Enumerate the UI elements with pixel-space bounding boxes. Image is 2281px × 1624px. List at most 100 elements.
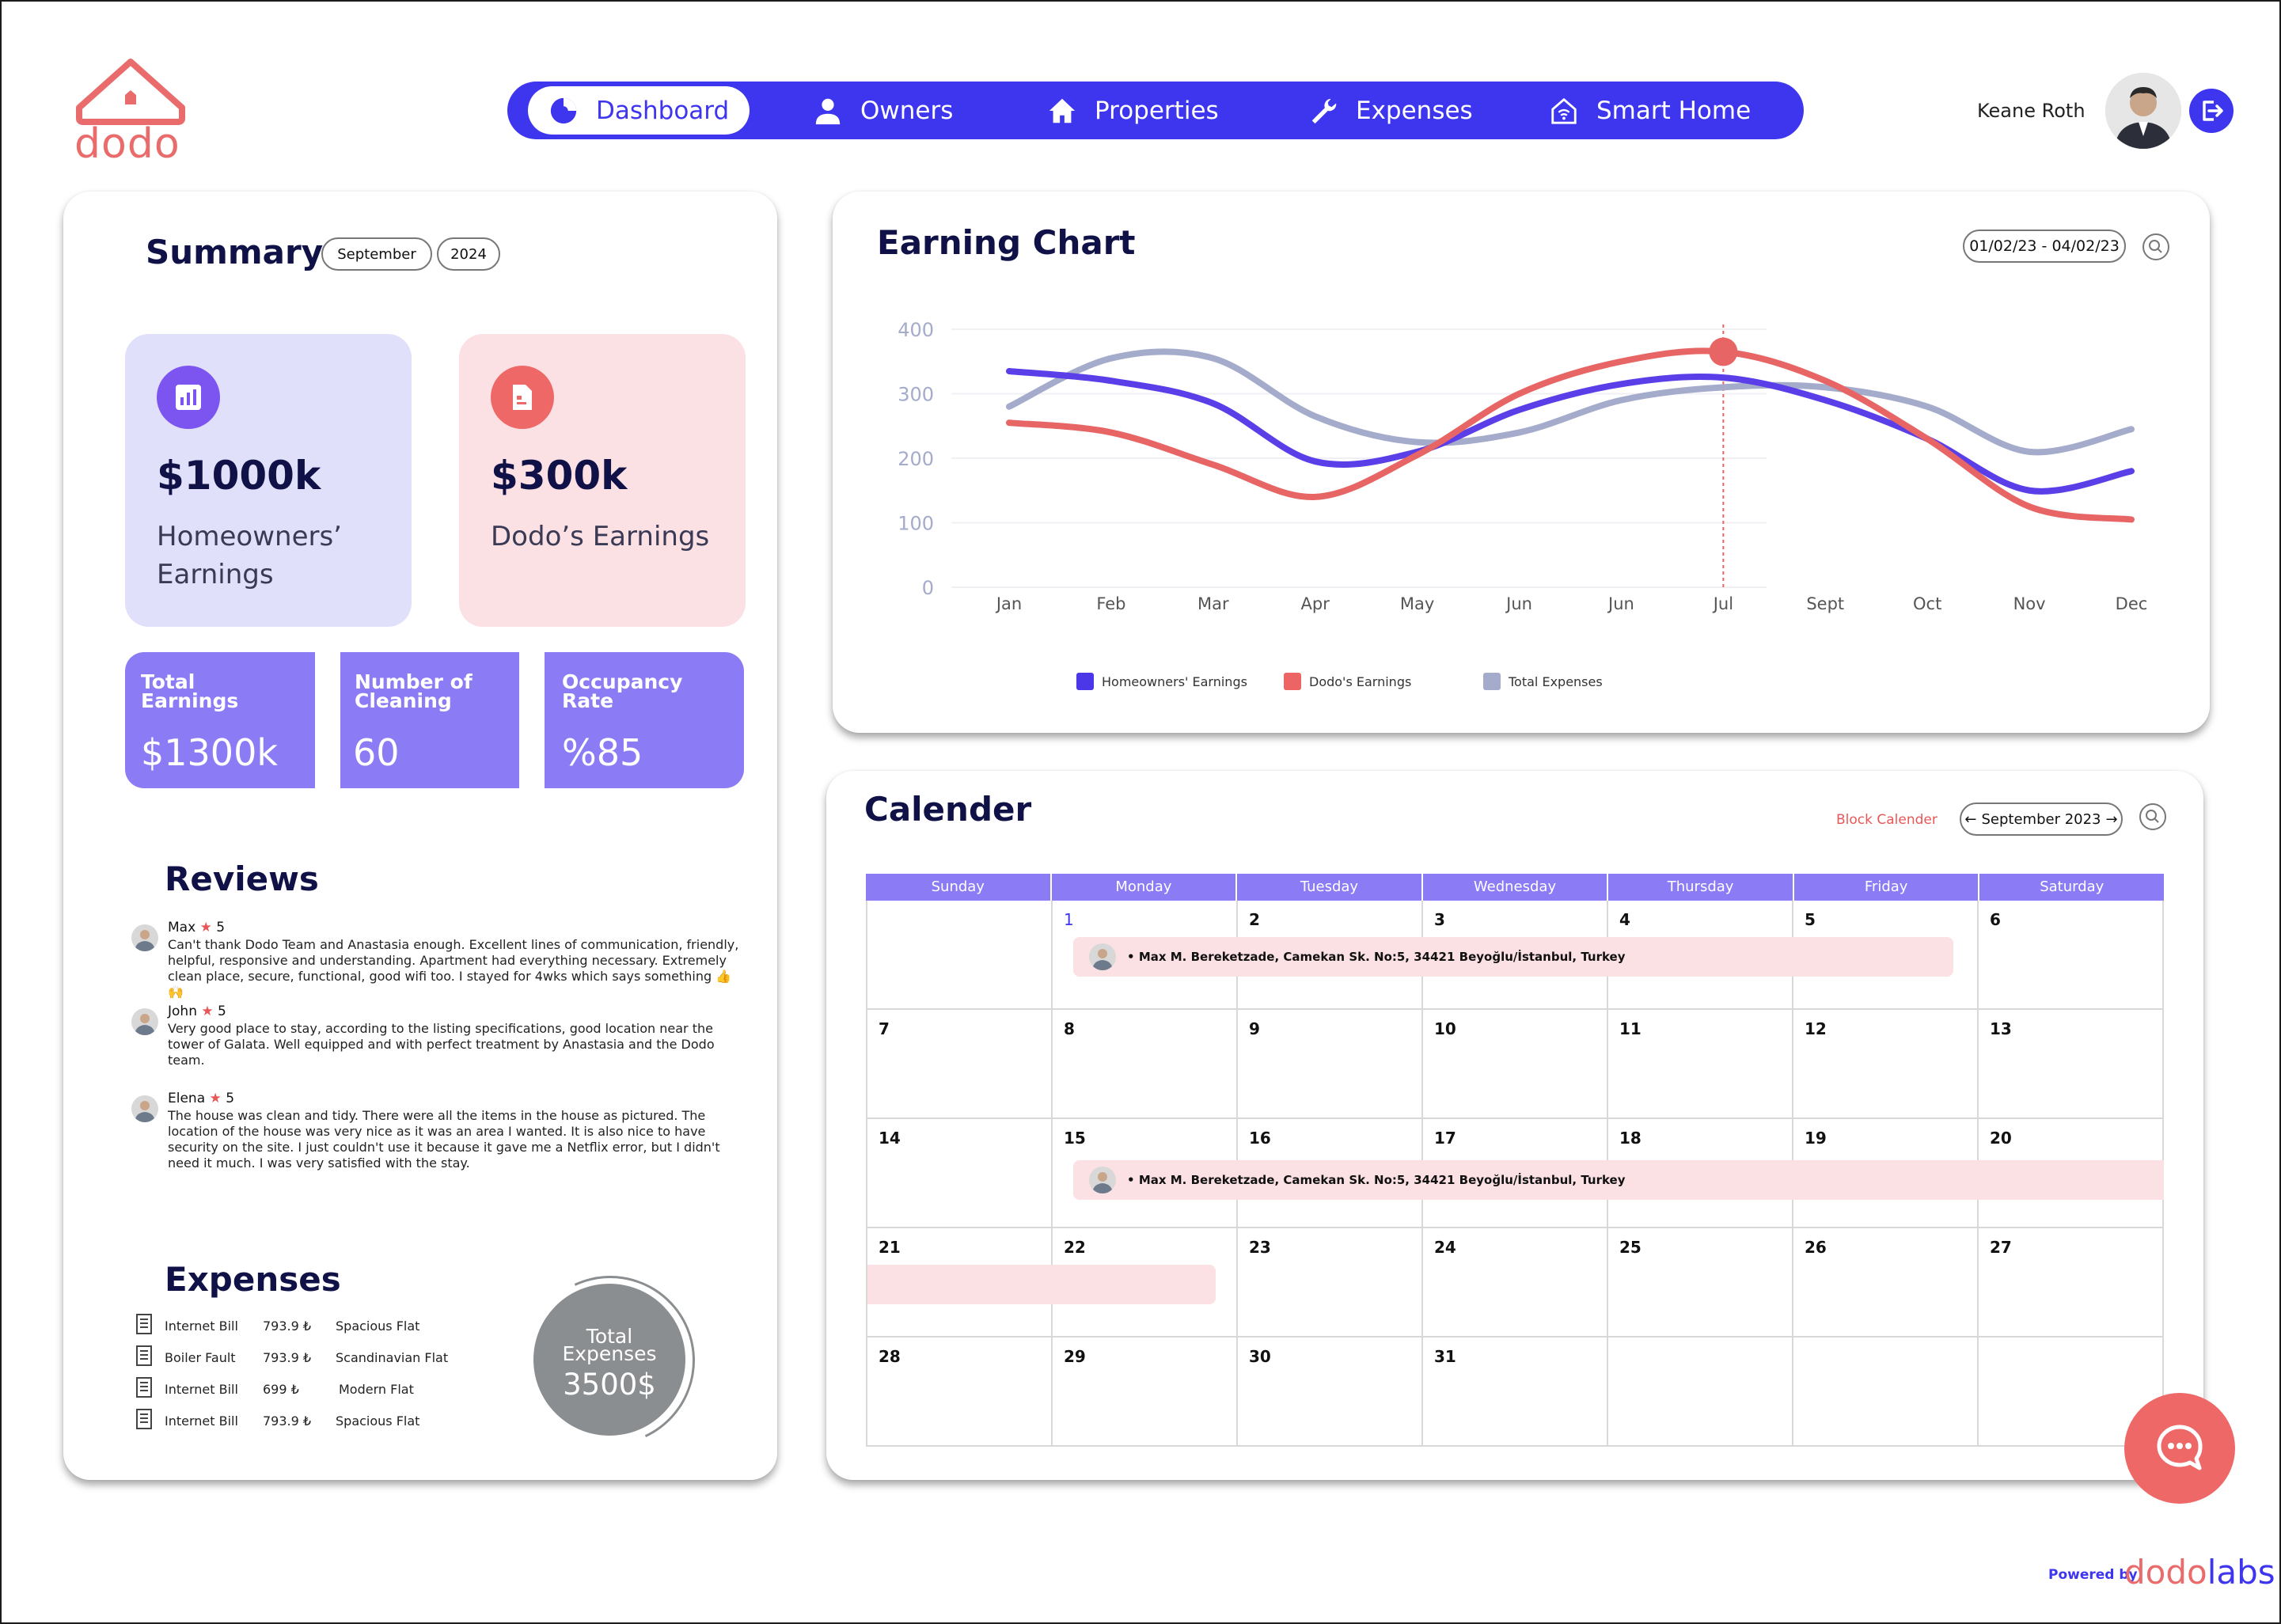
expense-amount: 699 ₺: [263, 1382, 299, 1397]
day-number: 15: [1064, 1129, 1086, 1148]
x-tick-label: Dec: [2116, 594, 2148, 613]
x-tick-label: Jun: [1607, 594, 1634, 613]
calendar-search-icon[interactable]: [2139, 803, 2167, 831]
day-number: 29: [1064, 1347, 1086, 1366]
reviewer-avatar-icon: [131, 1095, 158, 1122]
user-avatar[interactable]: [2105, 73, 2181, 149]
calendar-day[interactable]: 27: [1979, 1228, 2164, 1338]
review-rating: 5: [218, 1004, 226, 1019]
x-tick-label: Nov: [2013, 594, 2046, 613]
total-earnings-tile: Total Earnings $1300k: [125, 652, 315, 788]
calendar-day[interactable]: 24: [1423, 1228, 1608, 1338]
calendar-day[interactable]: [1608, 1338, 1793, 1447]
calendar-day[interactable]: 30: [1238, 1338, 1423, 1447]
chart-date-range[interactable]: 01/02/23 - 04/02/23: [1963, 230, 2126, 263]
y-tick-label: 100: [898, 513, 934, 535]
calendar-day[interactable]: 29: [1053, 1338, 1238, 1447]
day-number: 7: [879, 1019, 890, 1038]
calendar-day[interactable]: [1979, 1338, 2164, 1447]
block-calendar-link[interactable]: Block Calender: [1836, 812, 1938, 828]
expense-name: Internet Bill: [165, 1319, 238, 1334]
star-icon: ★: [209, 1091, 222, 1106]
total-earnings-label: Total Earnings: [141, 670, 239, 712]
highlight-point: [1709, 337, 1738, 366]
total-earnings-value: $1300k: [141, 731, 278, 774]
dodolabs-logo: dodolabs: [2124, 1553, 2275, 1592]
y-tick-label: 200: [898, 448, 934, 470]
legend-label: Dodo's Earnings: [1309, 674, 1412, 689]
chart-search-icon[interactable]: [2142, 233, 2170, 261]
expense-property: Scandinavian Flat: [336, 1350, 449, 1365]
day-number: 30: [1249, 1347, 1271, 1366]
calendar-day[interactable]: 6: [1979, 901, 2164, 1010]
summary-card: Summary September 2024 $1000k Homeowners…: [63, 192, 777, 1480]
occupancy-rate-value: %85: [562, 731, 643, 774]
calendar-day[interactable]: 12: [1793, 1010, 1979, 1119]
calendar-day[interactable]: 23: [1238, 1228, 1423, 1338]
calendar-day[interactable]: 14: [866, 1119, 1053, 1228]
day-number: 3: [1434, 910, 1445, 929]
calendar-month-picker[interactable]: ← September 2023 →: [1960, 803, 2123, 836]
calendar-day[interactable]: 26: [1793, 1228, 1979, 1338]
nav-expenses[interactable]: Expenses: [1288, 86, 1493, 135]
summary-month-select[interactable]: September: [321, 237, 432, 271]
dodolabs-logo-b: labs: [2207, 1553, 2275, 1592]
occupancy-rate-tile: Occupancy Rate %85: [545, 652, 744, 788]
nav-dashboard[interactable]: Dashboard: [528, 86, 750, 135]
calendar-day[interactable]: 22: [1053, 1228, 1238, 1338]
next-month-icon[interactable]: →: [2105, 810, 2118, 828]
nav-properties[interactable]: Properties: [1027, 86, 1239, 135]
day-number: 1: [1064, 910, 1074, 929]
cleaning-count-tile: Number of Cleaning 60: [340, 652, 519, 788]
occupancy-rate-label: Occupancy Rate: [562, 670, 683, 712]
x-tick-label: Jun: [1505, 594, 1532, 613]
logout-button[interactable]: [2189, 89, 2234, 133]
total-expenses-label-1: Total: [586, 1325, 633, 1348]
prev-month-icon[interactable]: ←: [1964, 810, 1977, 828]
day-number: 24: [1434, 1238, 1456, 1257]
calendar-day[interactable]: [1793, 1338, 1979, 1447]
booking-bar[interactable]: • Max M. Bereketzade, Camekan Sk. No:5, …: [1073, 937, 1953, 977]
series-line-1: [1006, 347, 2135, 523]
calendar-day[interactable]: 11: [1608, 1010, 1793, 1119]
day-number: 20: [1990, 1129, 2012, 1148]
day-number: 23: [1249, 1238, 1271, 1257]
cleaning-count-value: 60: [353, 731, 400, 774]
calendar-day[interactable]: 10: [1423, 1010, 1608, 1119]
expense-property: Modern Flat: [339, 1382, 414, 1397]
booking-bar-continued[interactable]: [867, 1265, 1216, 1304]
review-header: John ★ 5: [168, 1004, 226, 1019]
dodo-logo-icon: [76, 59, 185, 125]
calendar-day[interactable]: [866, 901, 1053, 1010]
calendar-day[interactable]: 13: [1979, 1010, 2164, 1119]
booking-bar[interactable]: • Max M. Bereketzade, Camekan Sk. No:5, …: [1073, 1160, 2164, 1200]
receipt-icon: [136, 1377, 152, 1398]
expense-name: Internet Bill: [165, 1413, 238, 1429]
chat-button[interactable]: [2124, 1393, 2235, 1504]
summary-year-select[interactable]: 2024: [437, 237, 500, 271]
expenses-title: Expenses: [165, 1260, 341, 1299]
review-rating: 5: [216, 920, 226, 935]
calendar-day[interactable]: 25: [1608, 1228, 1793, 1338]
calendar-day[interactable]: 5: [1793, 901, 1979, 1010]
calendar-day[interactable]: 31: [1423, 1338, 1608, 1447]
nav-smart-home[interactable]: Smart Home: [1528, 86, 1771, 135]
calendar-day[interactable]: 8: [1053, 1010, 1238, 1119]
legend-label: Homeowners' Earnings: [1102, 674, 1247, 689]
calendar-day[interactable]: 9: [1238, 1010, 1423, 1119]
calendar-title: Calender: [864, 790, 1032, 829]
expense-property: Spacious Flat: [336, 1319, 420, 1334]
brand-name: dodo: [74, 120, 180, 168]
series-line-2: [1006, 348, 2135, 456]
day-number: 10: [1434, 1019, 1456, 1038]
calendar-day[interactable]: 7: [866, 1010, 1053, 1119]
booking-text: Max M. Bereketzade, Camekan Sk. No:5, 34…: [1138, 950, 1626, 964]
earning-chart-plot: 400 300 200 100 0 Jan Feb Mar Apr May Jun Jun Jul Sep…: [898, 319, 2148, 613]
calendar-day[interactable]: 28: [866, 1338, 1053, 1447]
nav-owners[interactable]: Owners: [792, 86, 974, 135]
day-number: 16: [1249, 1129, 1271, 1148]
weekday-header: Monday: [1052, 874, 1238, 901]
weekday-header: Wednesday: [1423, 874, 1609, 901]
avatar-icon: [2105, 73, 2181, 149]
review-text: The house was clean and tidy. There were…: [168, 1108, 720, 1171]
